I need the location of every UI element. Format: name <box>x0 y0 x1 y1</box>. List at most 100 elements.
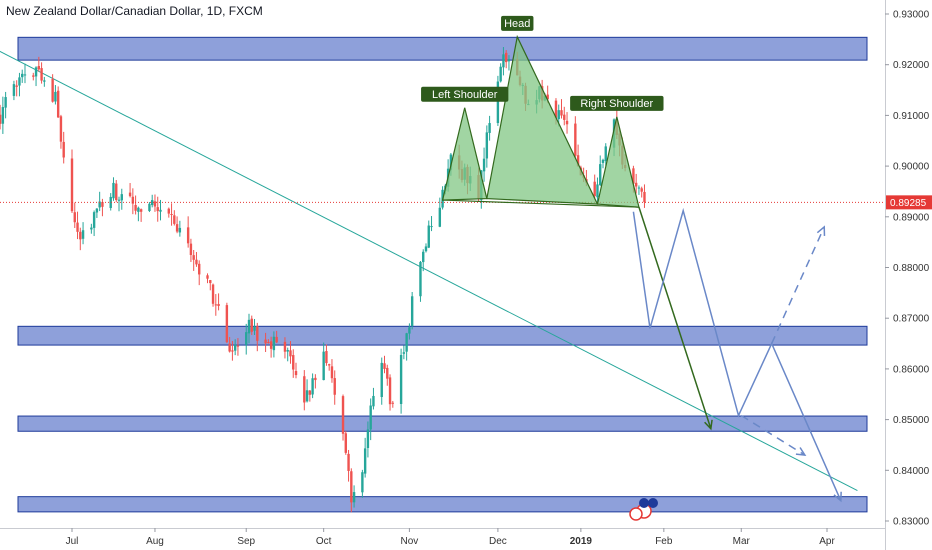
candle-body <box>59 116 63 142</box>
candle-body <box>186 227 190 244</box>
candle-body <box>402 352 406 354</box>
candle <box>128 183 132 198</box>
candle-body <box>363 448 367 474</box>
candle <box>599 155 602 187</box>
price-tick-label: 0.93000 <box>893 10 930 21</box>
price-axis[interactable]: 0.93000 0.92000 0.91000 0.90000 0.89000 0.880… <box>885 0 930 550</box>
candle <box>115 180 118 203</box>
projection-target-line[interactable] <box>638 206 712 429</box>
candle-body <box>305 390 309 402</box>
candle <box>92 210 96 237</box>
candle-body <box>40 68 43 81</box>
candle-body <box>391 402 395 404</box>
candle <box>272 331 276 358</box>
head-triangle <box>486 34 599 205</box>
candle <box>101 198 104 217</box>
candle <box>305 379 309 403</box>
candle <box>369 398 372 441</box>
candle-body <box>327 364 331 366</box>
candle <box>21 69 24 83</box>
price-tick-label: 0.91000 <box>893 111 930 122</box>
head-and-shoulders-pattern[interactable] <box>441 34 640 208</box>
price-tick-label: 0.90000 <box>893 162 930 173</box>
candle <box>156 196 159 222</box>
candle <box>192 249 195 271</box>
candle-body <box>311 378 314 395</box>
candle <box>211 283 215 307</box>
price-tick-label: 0.86000 <box>893 364 930 375</box>
candle <box>56 86 60 118</box>
candle <box>153 194 157 212</box>
candle-body <box>267 342 270 344</box>
events-icon[interactable] <box>629 498 658 521</box>
candle-body <box>576 155 580 167</box>
candle <box>361 469 364 498</box>
trendline[interactable] <box>0 44 858 492</box>
candle-body <box>372 395 375 407</box>
candle-body <box>341 396 345 434</box>
candle <box>350 468 353 513</box>
projection-arrowhead <box>704 419 713 431</box>
time-axis[interactable]: Jul Aug Sep Oct Nov Dec 2019 Feb Mar Apr <box>0 528 885 547</box>
candle <box>574 116 577 158</box>
candle-body <box>322 351 325 381</box>
candle <box>560 99 563 119</box>
candle <box>366 421 370 458</box>
candle-body <box>344 433 347 453</box>
candle <box>410 292 414 330</box>
projection-arrowhead <box>833 491 842 503</box>
price-tick-label: 0.83000 <box>893 517 930 528</box>
zone-resistance-top[interactable] <box>17 36 868 61</box>
candle-body <box>256 326 259 341</box>
candle <box>419 260 422 302</box>
candle <box>148 202 151 213</box>
candle-body <box>12 84 16 96</box>
zone-zone-083[interactable] <box>17 496 868 513</box>
candle-body <box>427 225 430 248</box>
candle-body <box>482 158 486 172</box>
candle-body <box>424 246 428 252</box>
candle-body <box>554 100 558 118</box>
candle-body <box>347 453 350 471</box>
candle-body <box>430 226 433 228</box>
candle-body <box>380 362 383 398</box>
candle-body <box>233 344 237 351</box>
pattern-label-text: Left Shoulder <box>432 89 498 101</box>
left-shoulder-triangle <box>441 107 488 201</box>
candle-body <box>51 78 54 102</box>
candle <box>322 342 325 381</box>
zone-zone-087[interactable] <box>17 325 868 346</box>
candle <box>308 389 312 402</box>
candle-body <box>228 343 231 352</box>
pattern-label-box <box>501 15 534 31</box>
projection-alt-path[interactable] <box>740 414 806 456</box>
candle-body <box>4 97 7 108</box>
candle-body <box>112 182 115 199</box>
candle-body <box>137 207 140 212</box>
pattern-label-text: Right Shoulder <box>580 98 653 110</box>
candle-body <box>325 351 328 364</box>
candle <box>81 222 85 245</box>
projection-alt-path-up[interactable] <box>771 226 825 344</box>
candle <box>634 173 638 194</box>
candle <box>593 174 596 199</box>
candle <box>117 196 121 212</box>
candle-body <box>23 74 27 76</box>
candle-body <box>76 222 79 232</box>
candle-body <box>563 114 566 120</box>
projection-bounce-path[interactable] <box>632 207 842 502</box>
candle <box>563 106 566 126</box>
candle-body <box>0 114 2 124</box>
candle-body <box>206 275 209 279</box>
time-tick-label: Sep <box>237 536 255 547</box>
candle-body <box>283 341 287 352</box>
candle <box>427 220 430 249</box>
candle <box>325 344 328 366</box>
candle-body <box>79 231 82 240</box>
candle <box>292 349 295 378</box>
candle <box>601 158 605 169</box>
candle-body <box>383 363 386 369</box>
zone-zone-085[interactable] <box>17 415 868 432</box>
candle-body <box>303 376 306 403</box>
